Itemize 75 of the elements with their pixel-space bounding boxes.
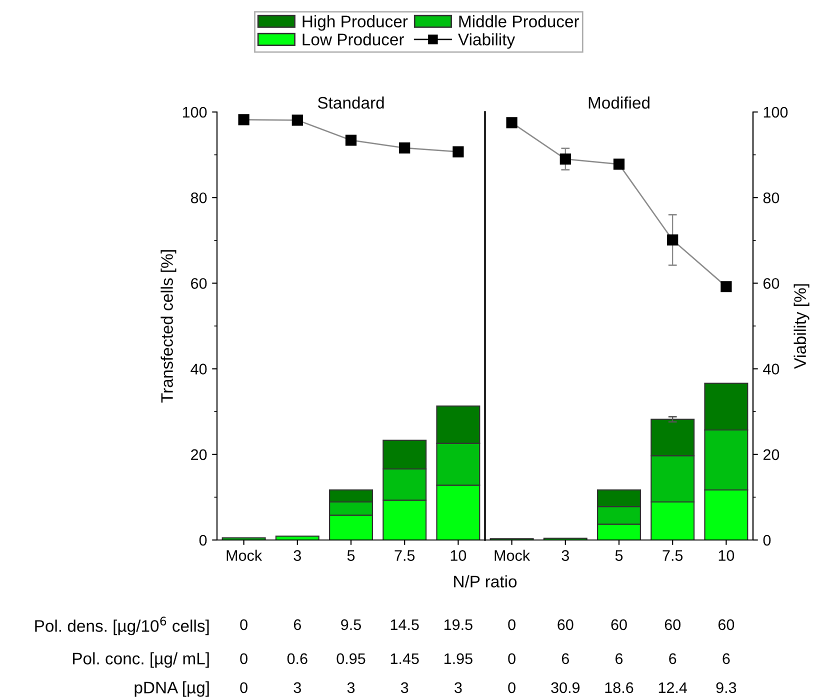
text: Pol. dens. [µg/10$^{6}$ cells] — [35, 616, 209, 636]
legend-label: Low Producer — [302, 33, 404, 46]
y2-tick-label: 60 — [764, 278, 780, 289]
text: 0 — [508, 619, 516, 630]
text: 60 — [558, 619, 574, 630]
text: 0 — [240, 653, 248, 664]
y2-tick-label: 100 — [764, 106, 788, 118]
y-tick-label: 20 — [191, 449, 207, 460]
point — [345, 134, 357, 146]
text: 60 — [664, 619, 680, 630]
x-tick-label: Mock — [226, 550, 262, 561]
point — [506, 117, 518, 128]
x-tick-label: 10 — [450, 550, 466, 561]
text: 1.95 — [444, 653, 472, 664]
text: 9.3 — [716, 682, 736, 694]
y-tick-label: 60 — [191, 278, 207, 289]
text: 0.95 — [336, 653, 366, 664]
text: 9.5 — [341, 619, 361, 630]
x-tick-label: 5 — [347, 550, 355, 561]
y-tick-label: 100 — [182, 106, 207, 118]
point — [238, 114, 250, 126]
text: 3 — [454, 682, 462, 694]
chart-title: Standard — [318, 96, 384, 109]
x-tick-label: Mock — [494, 550, 530, 561]
text: 6 — [562, 653, 569, 664]
x-axis-title: N/P ratio — [454, 575, 517, 588]
text: 14.5 — [390, 619, 419, 630]
text: 6 — [669, 653, 676, 664]
text: 6 — [294, 619, 301, 630]
text: 60 — [611, 619, 627, 630]
text: 18.6 — [605, 682, 634, 694]
text: 3 — [347, 682, 355, 694]
y2-tick-label: 0 — [763, 534, 771, 546]
y2-tick-label: 20 — [763, 449, 780, 460]
text: 0.6 — [287, 653, 308, 664]
text: 0 — [240, 619, 248, 630]
x-tick-label: 3 — [562, 550, 569, 561]
point — [292, 114, 303, 126]
y2-axis-title: Viability [%] — [794, 284, 810, 369]
text: pDNA [µg] — [134, 681, 209, 697]
chart-title: Modified — [588, 96, 650, 109]
text: 3 — [294, 682, 301, 694]
point — [720, 281, 732, 292]
y-axis-title: Transfected cells [%] — [160, 250, 176, 403]
x-tick-label: 7.5 — [394, 550, 415, 561]
legend-label: High Producer — [302, 15, 408, 31]
text: Pol. conc. [µg/ mL] — [73, 652, 209, 668]
y2-tick-label: 80 — [763, 192, 780, 204]
text: 6 — [722, 653, 730, 664]
text: 12.4 — [658, 682, 688, 693]
y-tick-label: 0 — [199, 534, 207, 546]
point — [560, 154, 571, 165]
y2-tick-label: 40 — [763, 364, 780, 374]
text: 1.45 — [390, 653, 419, 664]
x-tick-label: 10 — [718, 550, 734, 561]
text: 30.9 — [551, 682, 580, 694]
y-tick-label: 80 — [190, 192, 207, 204]
bar — [275, 536, 320, 540]
point — [452, 146, 464, 158]
text: 19.5 — [444, 619, 472, 630]
text: 3 — [400, 682, 408, 694]
x-tick-label: 3 — [294, 550, 301, 561]
legend-label: Viability — [458, 33, 516, 49]
text: 0 — [240, 682, 248, 694]
text: 6 — [616, 653, 623, 664]
point — [399, 142, 410, 154]
point — [667, 234, 678, 246]
x-tick-label: 7.5 — [662, 550, 683, 561]
y-tick-label: 40 — [190, 364, 207, 374]
text: 0 — [508, 653, 516, 664]
text: 60 — [718, 619, 734, 630]
point — [613, 158, 625, 170]
legend-label: Middle Producer — [459, 15, 580, 28]
x-tick-label: 5 — [615, 550, 623, 561]
text: 0 — [508, 682, 516, 694]
